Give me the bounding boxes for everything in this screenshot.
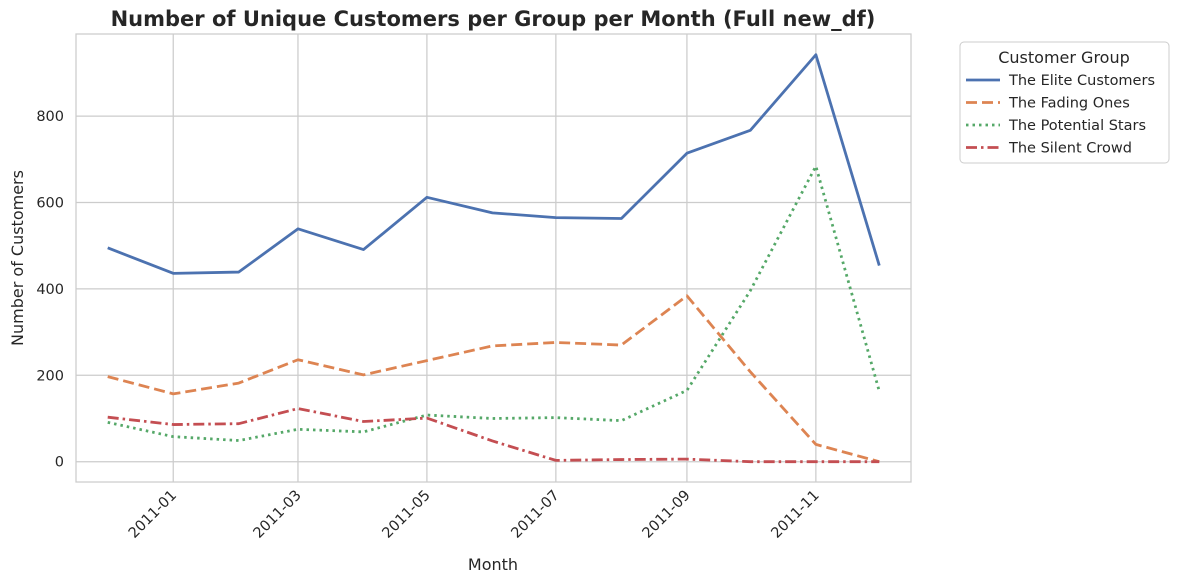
x-tick-labels: 2011-01 2011-03 2011-05 2011-07 2011-09 2011-… (126, 488, 823, 542)
x-tick-label: 2011-07 (509, 488, 563, 542)
y-tick-label: 200 (36, 368, 64, 384)
x-tick-label: 2011-05 (380, 488, 434, 542)
x-tick-label: 2011-09 (640, 488, 694, 542)
y-tick-labels: 0 200 400 600 800 (36, 109, 64, 471)
y-tick-label: 600 (36, 195, 64, 211)
legend-label: The Elite Customers (1008, 73, 1155, 89)
grid (76, 34, 911, 482)
x-tick-label: 2011-03 (251, 488, 305, 542)
y-tick-label: 800 (36, 109, 64, 125)
series-line-the-potential-stars (107, 164, 881, 442)
legend: Customer Group The Elite Customers The Fa… (959, 41, 1170, 164)
series-line-the-elite-customers (107, 53, 881, 275)
plot-frame (75, 33, 912, 483)
y-axis-label: Number of Customers (8, 170, 27, 346)
y-tick-label: 400 (36, 282, 64, 298)
x-axis-label: Month (468, 555, 518, 574)
x-tick-label: 2011-01 (126, 488, 180, 542)
y-tick-label: 0 (55, 455, 64, 471)
series-line-the-fading-ones (107, 294, 880, 464)
legend-label: The Potential Stars (1008, 118, 1146, 134)
x-tick-label: 2011-11 (769, 488, 823, 542)
chart-title: Number of Unique Customers per Group per… (111, 7, 876, 31)
legend-items: The Elite Customers The Fading Ones The Po… (966, 73, 1155, 157)
series-lines (107, 53, 881, 464)
legend-label: The Silent Crowd (1008, 141, 1132, 157)
legend-frame (959, 41, 1170, 164)
series-line-the-silent-crowd (107, 407, 880, 464)
legend-label: The Fading Ones (1008, 96, 1130, 112)
legend-title: Customer Group (998, 48, 1130, 67)
